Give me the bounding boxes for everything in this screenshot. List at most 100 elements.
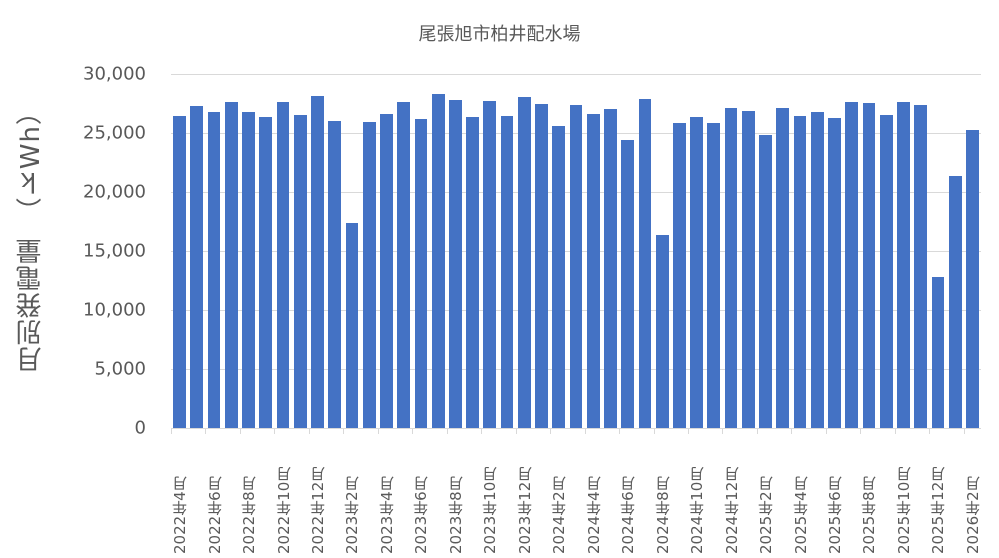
x-tick-label: 2024年2月 (550, 434, 568, 554)
x-tick-label: 2022年6月 (205, 434, 224, 554)
x-tick-label: 2025年8月 (860, 434, 878, 554)
x-tick-label-text: 2022年10月 (274, 466, 293, 554)
x-tick-label-text: 2023年10月 (481, 466, 500, 554)
x-tick-label: 2023年4月 (377, 434, 396, 554)
x-tick-mark (653, 428, 655, 434)
x-tick-mark (481, 428, 483, 434)
bar (431, 93, 445, 428)
x-tick-label: 2022年10月 (274, 434, 293, 554)
x-tick-label: 2025年6月 (826, 434, 844, 554)
x-tick-label: 2024年10月 (688, 434, 706, 554)
y-tick-label: 10,000 (83, 299, 146, 321)
x-tick-label-text: 2025年6月 (826, 476, 844, 554)
y-axis-label-text: 月別発電量 （ｋWh） (15, 97, 46, 373)
x-tick-label-text: 2024年4月 (584, 476, 603, 554)
x-tick-label-text: 2023年2月 (343, 476, 362, 554)
bar (414, 118, 428, 428)
bar (845, 101, 859, 428)
bar (535, 103, 548, 428)
bar (966, 130, 979, 428)
x-tick-mark (171, 428, 172, 434)
x-tick-mark (274, 428, 276, 434)
x-tick-label-text: 2024年12月 (722, 466, 741, 554)
x-tick-mark (791, 428, 793, 434)
bar (362, 122, 376, 428)
bar (638, 99, 652, 428)
bar (380, 114, 393, 428)
x-tick-label-text: 2024年2月 (550, 476, 569, 554)
bar (483, 100, 497, 428)
x-tick-mark (377, 428, 379, 434)
x-tick-label-text: 2022年8月 (240, 476, 259, 554)
y-tick-label: 20,000 (83, 181, 146, 203)
bar (793, 116, 807, 428)
x-tick-label-text: 2025年10月 (894, 466, 913, 554)
bar (931, 276, 945, 428)
x-tick-label: 2023年12月 (515, 434, 534, 554)
chart-title: 尾張旭市柏井配水場 (418, 24, 581, 45)
x-tick-label-text: 2025年4月 (791, 476, 810, 554)
bar (448, 99, 462, 428)
x-tick-label-text: 2022年4月 (171, 476, 190, 554)
bar (293, 114, 307, 428)
x-tick-mark (412, 428, 414, 434)
bar (948, 175, 962, 428)
x-tick-label-text: 2022年6月 (205, 476, 224, 554)
x-tick-mark (756, 428, 758, 434)
bar (397, 101, 411, 428)
x-tick-label: 2022年4月 (171, 434, 189, 554)
x-tick-mark (722, 428, 724, 434)
x-tick-label: 2022年8月 (240, 434, 258, 554)
bar-series (171, 74, 981, 428)
y-axis-label: 月別発電量 （ｋWh） (10, 80, 50, 390)
x-tick-mark (446, 428, 448, 434)
x-tick-mark (894, 428, 896, 434)
bar (810, 112, 824, 428)
y-axis-ticks: 0 5,000 10,000 15,000 20,000 25,000 30,000 (60, 0, 146, 558)
x-axis-line (171, 428, 981, 429)
x-tick-mark (515, 428, 517, 434)
x-tick-label-text: 2025年2月 (757, 476, 776, 554)
x-tick-label: 2022年12月 (308, 434, 327, 554)
y-tick-label: 5,000 (94, 358, 146, 380)
bar (207, 112, 221, 428)
bar (328, 121, 342, 428)
bar (897, 101, 910, 428)
bar (621, 139, 635, 428)
bar (466, 116, 479, 428)
x-tick-label-text: 2023年12月 (515, 466, 534, 554)
x-tick-mark (343, 428, 345, 434)
x-tick-mark (825, 428, 827, 434)
bar (673, 122, 686, 428)
x-tick-mark (205, 428, 207, 434)
bar (724, 107, 738, 428)
bar (173, 116, 186, 428)
x-tick-label: 2023年8月 (446, 434, 465, 554)
x-tick-mark (584, 428, 586, 434)
bar (276, 101, 290, 428)
bar (914, 105, 928, 428)
x-tick-label: 2025年10月 (894, 434, 913, 554)
x-tick-label: 2025年2月 (757, 434, 775, 554)
x-tick-mark (619, 428, 621, 434)
bar (259, 116, 273, 428)
x-tick-mark (239, 428, 241, 434)
x-tick-label-text: 2024年8月 (653, 476, 672, 554)
bar (707, 122, 721, 428)
x-tick-label: 2024年4月 (584, 434, 603, 554)
x-tick-label-text: 2023年6月 (412, 476, 431, 554)
bar (311, 95, 324, 428)
y-tick-label: 30,000 (83, 63, 146, 85)
gridline (171, 74, 981, 75)
x-tick-label: 2023年10月 (481, 434, 499, 554)
bar (741, 111, 755, 428)
x-tick-label: 2025年4月 (791, 434, 810, 554)
bar (604, 109, 617, 428)
bar (586, 114, 600, 428)
x-tick-mark (963, 428, 965, 434)
bar (224, 101, 238, 428)
x-tick-label-text: 2023年8月 (446, 476, 465, 554)
x-tick-mark (308, 428, 310, 434)
x-tick-mark (860, 428, 862, 434)
x-tick-label-text: 2024年6月 (619, 476, 638, 554)
